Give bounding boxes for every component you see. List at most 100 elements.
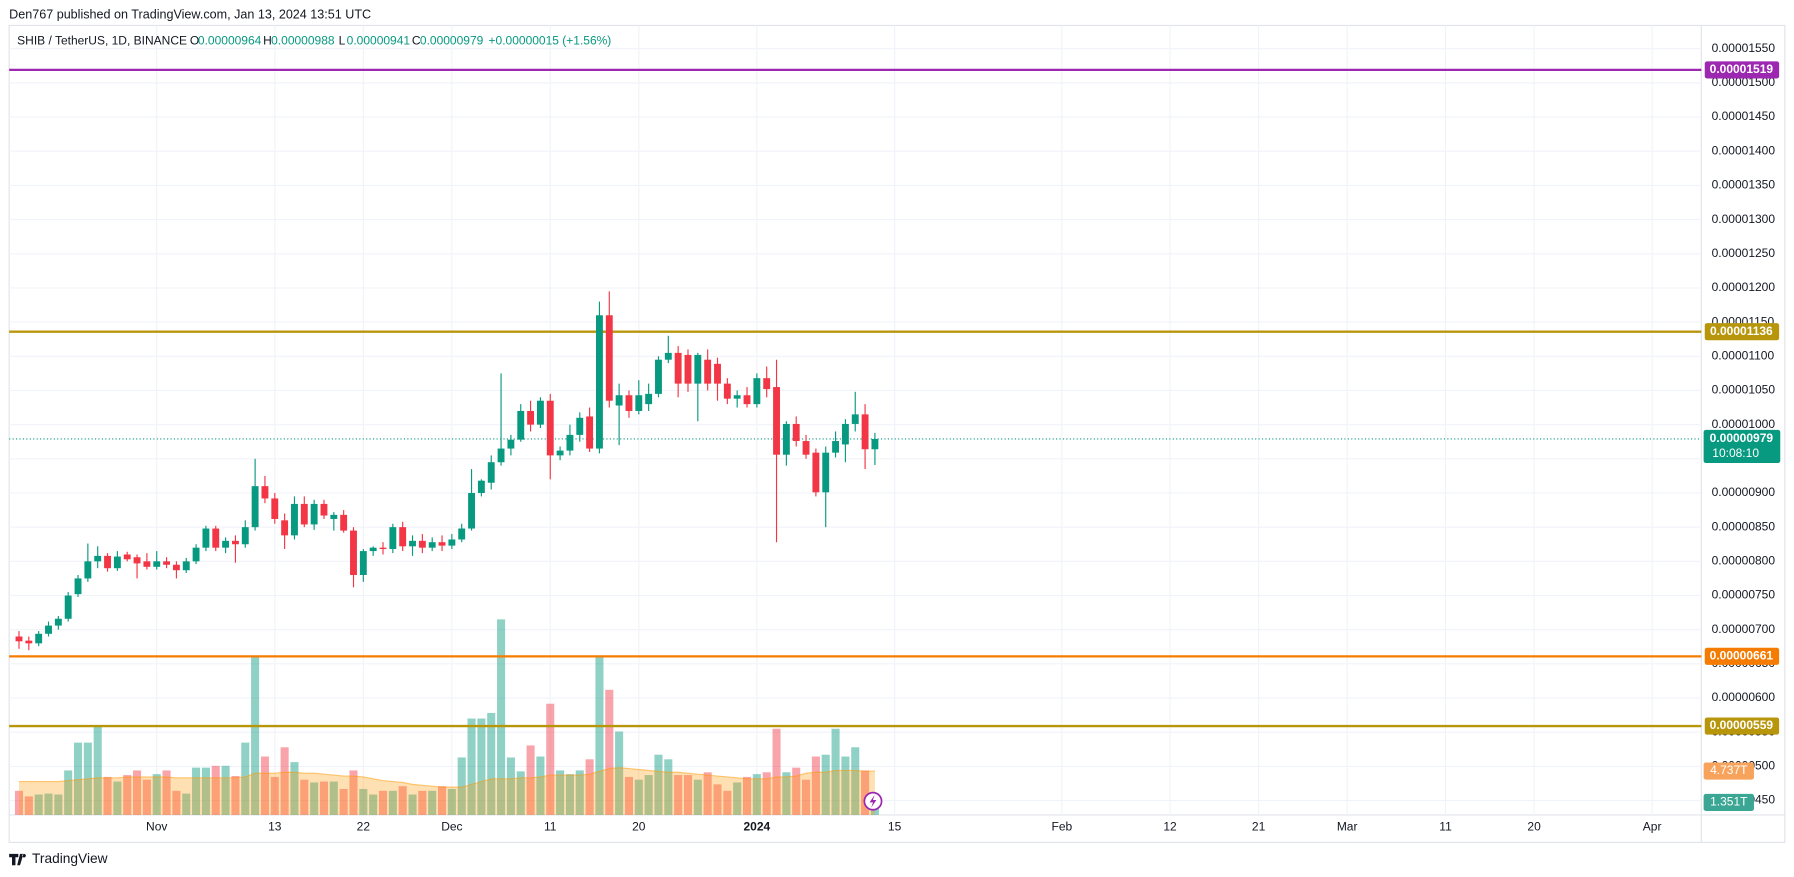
volume-bar (556, 770, 565, 815)
volume-bar (329, 781, 338, 815)
volume-ma-line (18, 767, 875, 788)
y-tick-label: 0.00000750 (1712, 588, 1776, 602)
volume-bar (634, 779, 643, 815)
y-tick-label: 0.00001300 (1712, 212, 1776, 226)
candle-body (251, 486, 259, 528)
y-tick-label: 0.00001500 (1712, 75, 1776, 89)
tradingview-logo (9, 853, 26, 866)
volume-bar (841, 756, 850, 815)
volume-bar (772, 728, 781, 815)
volume-bar (260, 756, 269, 815)
y-tick-label: 0.00001100 (1712, 348, 1775, 362)
volume-bar (802, 779, 811, 815)
x-tick-label: 12 (1163, 820, 1177, 834)
x-tick-label: 20 (632, 820, 646, 834)
volume-bar (349, 770, 358, 815)
volume-bar (546, 703, 555, 815)
candle-body (143, 561, 151, 567)
volume-bar (438, 786, 447, 815)
volume-bar (280, 747, 289, 815)
volume-bar (93, 725, 102, 815)
candle-body (64, 595, 72, 619)
volume-bar (182, 793, 191, 815)
level-tag (1704, 61, 1780, 79)
brand: TradingView (32, 851, 108, 866)
candle-body (596, 315, 603, 449)
countdown: 10:08:10 (1712, 446, 1759, 460)
volume-bar (123, 775, 132, 815)
level-tag-label: 0.00000559 (1710, 718, 1774, 732)
levels (9, 68, 1702, 728)
volume-bar (477, 718, 486, 815)
y-tick-label: 0.00001200 (1712, 280, 1776, 294)
ohlc-key: L (339, 34, 346, 48)
volume-bar (339, 788, 348, 815)
level-tag-label: 0.00001136 (1710, 324, 1773, 338)
candle-body (399, 527, 407, 547)
candle-body (74, 578, 82, 595)
candle-body (773, 387, 780, 455)
volume-bar (34, 794, 43, 815)
candle-body (271, 498, 279, 519)
volume-bar (595, 655, 604, 815)
candle-body (330, 514, 338, 519)
current-price-label: 0.00000979 (1710, 431, 1774, 445)
volume-bar (624, 776, 633, 815)
volume-bar (103, 776, 112, 815)
volume-bar (821, 754, 830, 815)
candle-body (133, 557, 141, 564)
candle-body (664, 352, 672, 360)
volume-bar (457, 757, 466, 815)
ohlc-value: 0.00000979 (420, 34, 484, 48)
volume-bar (782, 772, 791, 815)
ohlc-key: C (412, 34, 421, 48)
volume-bar (221, 765, 230, 815)
volume-bar (231, 775, 240, 815)
volume-bar (378, 790, 388, 815)
candle-body (320, 503, 328, 516)
volume-ma-tag-label: 4.737T (1710, 763, 1748, 777)
volume-bar (192, 767, 201, 815)
y-tick-label: 0.00001050 (1712, 383, 1776, 397)
candle-body (123, 554, 131, 560)
candle-body (340, 514, 348, 531)
level-tag (1704, 323, 1780, 341)
y-tick-label: 0.00001550 (1712, 41, 1776, 55)
grid (9, 25, 1702, 815)
candle-body (291, 503, 298, 536)
candle-body (113, 556, 121, 569)
candle-body (536, 400, 544, 425)
chart-frame (8, 24, 1786, 843)
candle-body (812, 452, 820, 493)
candle-body (202, 528, 210, 548)
volume-bar (310, 782, 319, 815)
volume-bar (172, 790, 181, 815)
volume-bar (506, 757, 515, 815)
volume-bar (447, 788, 456, 815)
candle-body (300, 503, 308, 525)
volume-bar (792, 767, 801, 815)
ohlc-value: 0.00000941 (347, 34, 411, 48)
candle-body (15, 636, 23, 642)
ohlc-key: O (190, 34, 199, 48)
candle-body (871, 438, 879, 450)
volume-bar (152, 774, 161, 815)
volume-bar (526, 745, 535, 815)
candles (15, 291, 879, 651)
x-tick-label: 11 (544, 820, 557, 834)
volume-bar (133, 770, 142, 815)
candle-body (261, 486, 269, 499)
candle-body (527, 410, 535, 425)
volume-bar (408, 794, 417, 815)
candle-body (428, 542, 436, 548)
level-tag-label: 0.00000661 (1710, 649, 1774, 663)
volume-bar (300, 779, 309, 815)
volume-bar (14, 790, 24, 815)
candle-body (615, 395, 623, 406)
volume-bar (703, 772, 712, 815)
volume-bar (752, 774, 761, 815)
candle-body (163, 561, 171, 565)
volume-bar (162, 770, 171, 815)
